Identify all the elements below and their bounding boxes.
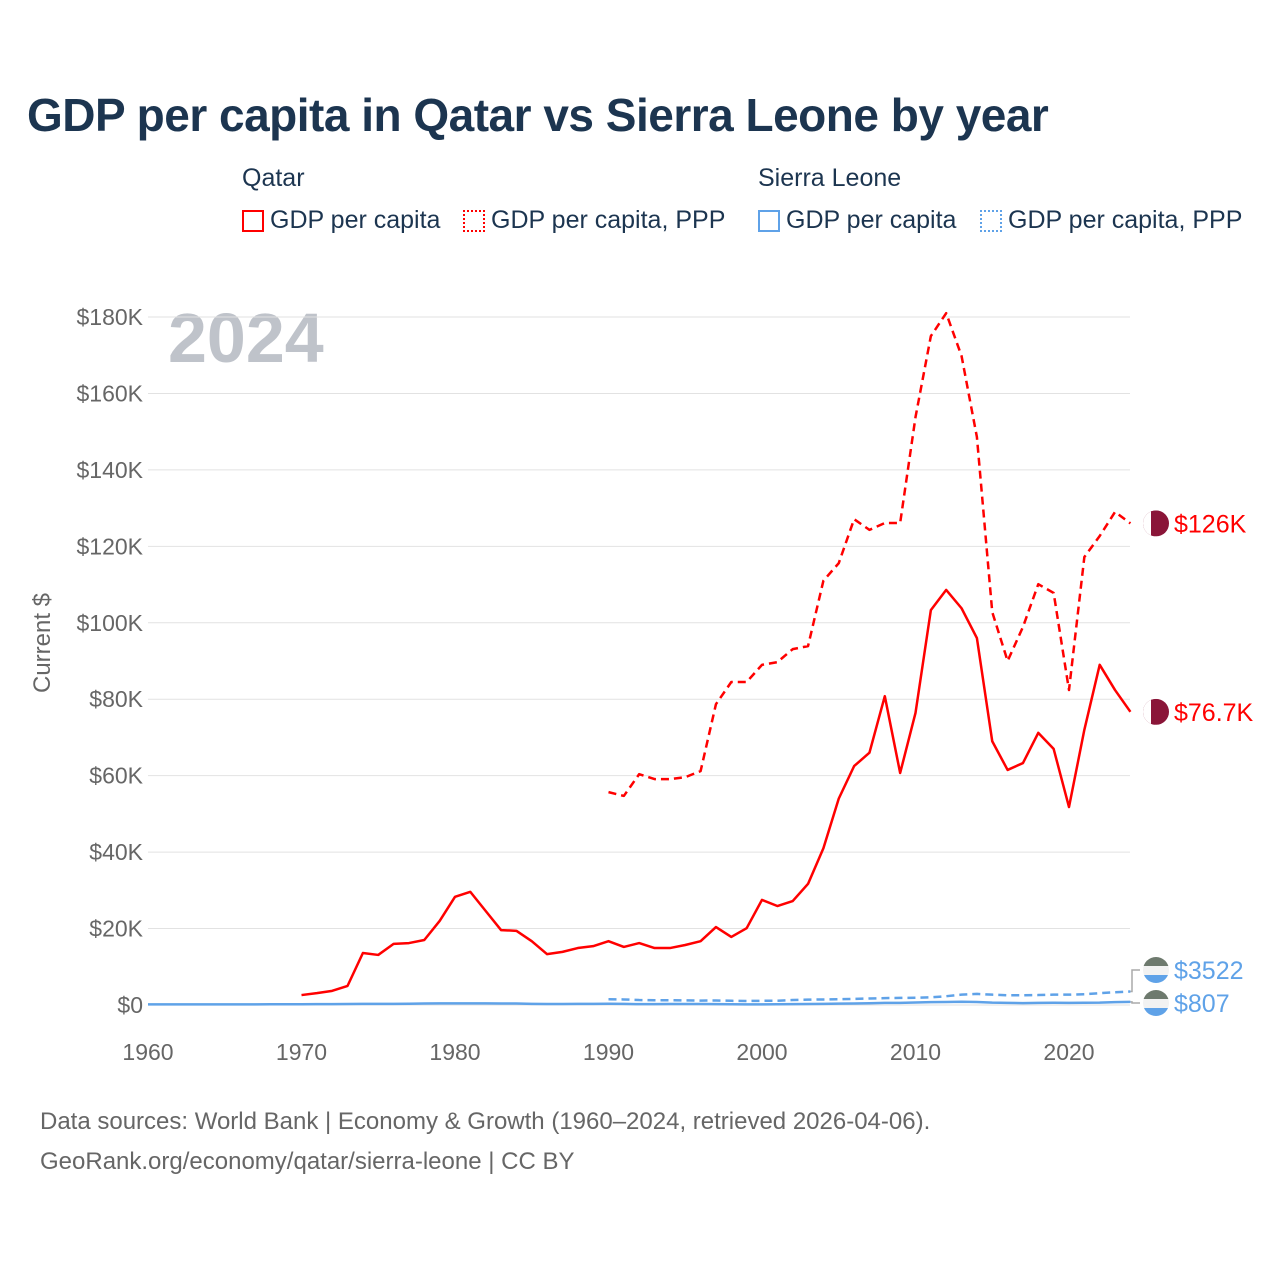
y-tick-label: $40K [89, 839, 143, 865]
legend-label: GDP per capita [786, 206, 957, 234]
end-value-label: $76.7K [1174, 699, 1254, 727]
x-tick-label: 2010 [890, 1039, 941, 1065]
end-value-label: $807 [1174, 990, 1230, 1018]
x-tick-label: 2000 [736, 1039, 787, 1065]
y-tick-label: $160K [76, 380, 143, 406]
y-tick-label: $80K [89, 686, 143, 712]
series-line-3 [608, 990, 1131, 1003]
legend-sierra-leone-gdp[interactable]: GDP per capita [758, 206, 956, 235]
legend-group-qatar: Qatar [242, 164, 305, 192]
legend-swatch-solid [242, 209, 264, 232]
y-tick-label: $20K [89, 916, 143, 942]
y-tick-label: $140K [76, 457, 143, 483]
legend-swatch-dotted [980, 209, 1002, 232]
chart-title: GDP per capita in Qatar vs Sierra Leone … [27, 89, 1049, 141]
x-tick-label: 1990 [583, 1039, 634, 1065]
legend-label: GDP per capita [270, 206, 441, 234]
year-watermark: 2024 [168, 299, 324, 377]
y-axis-label: Current $ [29, 593, 56, 693]
series-line-0 [301, 588, 1132, 997]
label-connector [1130, 969, 1140, 993]
legend-label: GDP per capita, PPP [1008, 206, 1243, 234]
qatar-flag-icon [1143, 510, 1169, 537]
y-tick-label: $180K [76, 304, 143, 330]
x-tick-label: 1980 [429, 1039, 480, 1065]
series-line-2 [147, 1000, 1131, 1006]
y-tick-label: $100K [76, 610, 143, 636]
legend-label: GDP per capita, PPP [491, 206, 726, 234]
footer-link[interactable]: GeoRank.org/economy/qatar/sierra-leone |… [40, 1148, 575, 1175]
legend-qatar-ppp[interactable]: GDP per capita, PPP [463, 206, 725, 235]
x-tick-label: 1970 [276, 1039, 327, 1065]
label-connector [1130, 1001, 1140, 1004]
x-tick-label: 1960 [122, 1039, 173, 1065]
legend-group-sierra-leone: Sierra Leone [758, 164, 902, 192]
y-tick-label: $120K [76, 533, 143, 559]
legend-sierra-leone-ppp[interactable]: GDP per capita, PPP [980, 206, 1242, 235]
x-tick-label: 2020 [1043, 1039, 1094, 1065]
end-value-label: $126K [1174, 510, 1247, 538]
y-tick-label: $60K [89, 763, 143, 789]
sierra_leone-flag-icon [1143, 957, 1169, 983]
qatar-flag-icon [1143, 698, 1169, 725]
series-line-1 [608, 311, 1132, 798]
legend-qatar-gdp[interactable]: GDP per capita [242, 206, 440, 235]
footer-sources: Data sources: World Bank | Economy & Gro… [40, 1108, 931, 1135]
end-value-label: $3522 [1174, 957, 1244, 985]
y-tick-label: $0 [117, 992, 143, 1018]
legend-swatch-dotted [463, 209, 485, 232]
legend-swatch-solid [758, 209, 780, 232]
sierra_leone-flag-icon [1143, 990, 1169, 1016]
